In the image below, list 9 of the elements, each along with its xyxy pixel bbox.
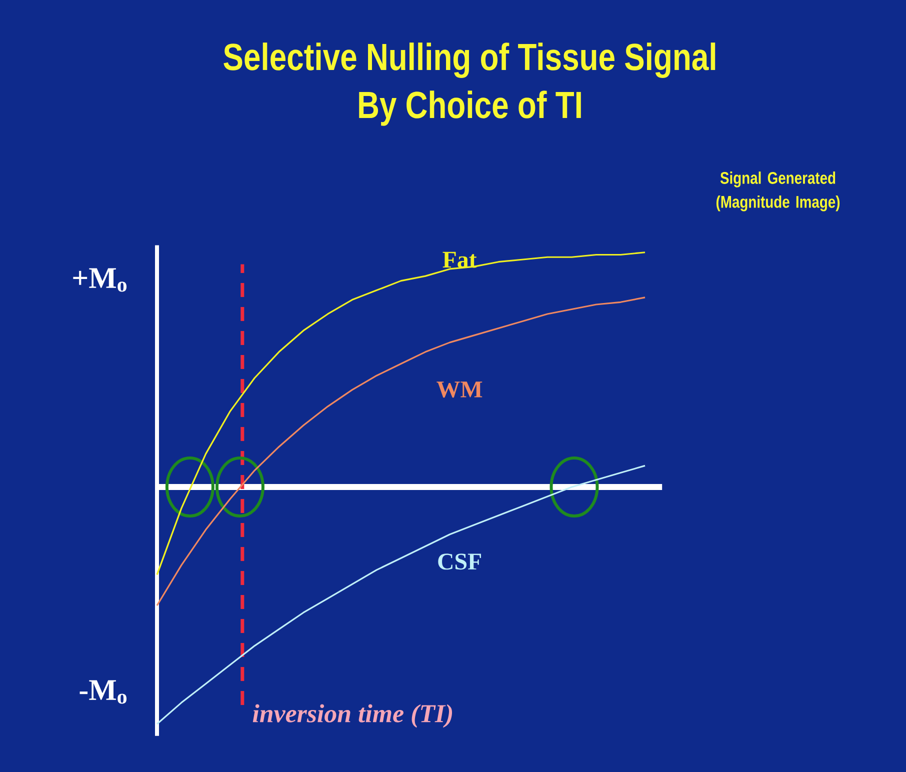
text: Signal Generated (Magnitude Image): [716, 172, 840, 212]
annotation: inversion time (TI): [252, 704, 452, 728]
chart-subtitle: By Choice of TI: [359, 90, 581, 126]
text: +M$_{o}$: [73, 268, 127, 292]
chart-title: Selective Nulling of Tissue Signal: [224, 42, 716, 78]
series-label: WM: [436, 382, 482, 398]
text: -M$_{o}$: [80, 680, 127, 704]
series-label: CSF: [438, 554, 481, 570]
series-label: Fat: [442, 252, 477, 268]
